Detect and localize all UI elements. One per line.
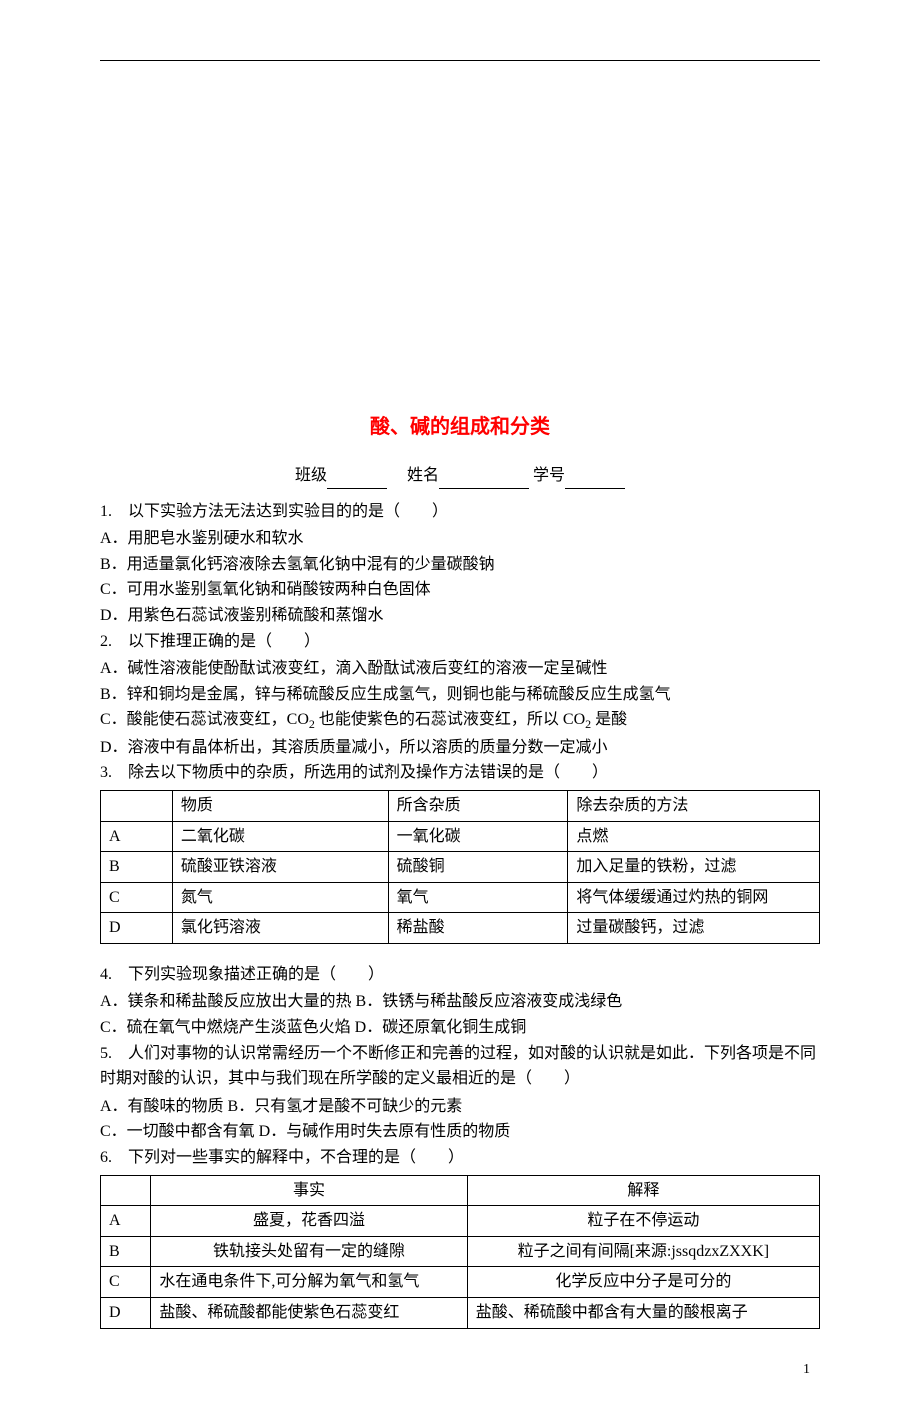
table-row: D 盐酸、稀硫酸都能使紫色石蕊变红 盐酸、稀硫酸中都含有大量的酸根离子: [101, 1298, 820, 1329]
table-row: C 氮气 氧气 将气体缓缓通过灼热的铜网: [101, 882, 820, 913]
q2-text: 2. 以下推理正确的是（ ）: [100, 629, 820, 655]
q5-text: 5. 人们对事物的认识常需经历一个不断修正和完善的过程，如对酸的认识就是如此．下…: [100, 1041, 820, 1092]
q1-a: A．用肥皂水鉴别硬水和软水: [100, 526, 820, 552]
q3-r3c1: 氯化钙溶液: [172, 913, 388, 944]
q6-r3c1: 盐酸、稀硫酸都能使紫色石蕊变红: [151, 1298, 467, 1329]
q2-c-pre: C．酸能使石蕊试液变红，CO: [100, 711, 309, 728]
q1-d: D．用紫色石蕊试液鉴别稀硫酸和蒸馏水: [100, 603, 820, 629]
q1-b: B．用适量氯化钙溶液除去氢氧化钠中混有的少量碳酸钠: [100, 552, 820, 578]
number-label: 学号: [533, 467, 565, 484]
q3-r1c3: 加入足量的铁粉，过滤: [568, 852, 820, 883]
q4-text: 4. 下列实验现象描述正确的是（ ）: [100, 962, 820, 988]
q3-r3c2: 稀盐酸: [388, 913, 568, 944]
q3-r2c2: 氧气: [388, 882, 568, 913]
table-row: D 氯化钙溶液 稀盐酸 过量碳酸钙，过滤: [101, 913, 820, 944]
table-row: C 水在通电条件下,可分解为氧气和氢气 化学反应中分子是可分的: [101, 1267, 820, 1298]
q3-table: 物质 所含杂质 除去杂质的方法 A 二氧化碳 一氧化碳 点燃 B 硫酸亚铁溶液 …: [100, 790, 820, 944]
q3-r1c1: 硫酸亚铁溶液: [172, 852, 388, 883]
q2-b: B．锌和铜均是金属，锌与稀硫酸反应生成氢气，则铜也能与稀硫酸反应生成氢气: [100, 682, 820, 708]
q6-table: 事实 解释 A 盛夏，花香四溢 粒子在不停运动 B 铁轨接头处留有一定的缝隙 粒…: [100, 1175, 820, 1329]
q6-r3c0: D: [101, 1298, 151, 1329]
q6-r3c2: 盐酸、稀硫酸中都含有大量的酸根离子: [467, 1298, 819, 1329]
q3-h0: [101, 790, 173, 821]
class-blank: [327, 471, 387, 489]
page-number: 1: [100, 1359, 820, 1381]
q3-r3c0: D: [101, 913, 173, 944]
q3-r1c2: 硫酸铜: [388, 852, 568, 883]
q3-header-row: 物质 所含杂质 除去杂质的方法: [101, 790, 820, 821]
q3-r0c2: 一氧化碳: [388, 821, 568, 852]
q3-r0c3: 点燃: [568, 821, 820, 852]
q1-text: 1. 以下实验方法无法达到实验目的的是（ ）: [100, 499, 820, 525]
q3-r3c3: 过量碳酸钙，过滤: [568, 913, 820, 944]
class-label: 班级: [295, 467, 327, 484]
q4-line1: A．镁条和稀盐酸反应放出大量的热 B．铁锈与稀盐酸反应溶液变成浅绿色: [100, 989, 820, 1015]
q6-r0c1: 盛夏，花香四溢: [151, 1206, 467, 1237]
table-row: A 盛夏，花香四溢 粒子在不停运动: [101, 1206, 820, 1237]
q6-r1c1: 铁轨接头处留有一定的缝隙: [151, 1236, 467, 1267]
q5-line2: C．一切酸中都含有氧 D．与碱作用时失去原有性质的物质: [100, 1119, 820, 1145]
number-blank: [565, 471, 625, 489]
q6-r0c2: 粒子在不停运动: [467, 1206, 819, 1237]
q6-r0c0: A: [101, 1206, 151, 1237]
q2-c: C．酸能使石蕊试液变红，CO2 也能使紫色的石蕊试液变红，所以 CO2 是酸: [100, 707, 820, 734]
q1-c: C．可用水鉴别氢氧化钠和硝酸铵两种白色固体: [100, 577, 820, 603]
q3-r1c0: B: [101, 852, 173, 883]
name-blank: [439, 471, 529, 489]
q6-r2c1: 水在通电条件下,可分解为氧气和氢气: [151, 1267, 467, 1298]
q3-h3: 除去杂质的方法: [568, 790, 820, 821]
table-row: B 铁轨接头处留有一定的缝隙 粒子之间有间隔[来源:jssqdzxZXXK]: [101, 1236, 820, 1267]
q2-d: D．溶液中有晶体析出，其溶质质量减小，所以溶质的质量分数一定减小: [100, 735, 820, 761]
q3-r0c0: A: [101, 821, 173, 852]
q6-r2c0: C: [101, 1267, 151, 1298]
name-label: 姓名: [407, 467, 439, 484]
q6-h2: 解释: [467, 1175, 819, 1206]
page-title: 酸、碱的组成和分类: [100, 411, 820, 443]
q3-r2c3: 将气体缓缓通过灼热的铜网: [568, 882, 820, 913]
q6-header-row: 事实 解释: [101, 1175, 820, 1206]
q3-text: 3. 除去以下物质中的杂质，所选用的试剂及操作方法错误的是（ ）: [100, 760, 820, 786]
header-fields: 班级 姓名 学号: [100, 463, 820, 489]
table-row: B 硫酸亚铁溶液 硫酸铜 加入足量的铁粉，过滤: [101, 852, 820, 883]
q4-line2: C．硫在氧气中燃烧产生淡蓝色火焰 D．碳还原氧化铜生成铜: [100, 1015, 820, 1041]
q2-a: A．碱性溶液能使酚酞试液变红，滴入酚酞试液后变红的溶液一定呈碱性: [100, 656, 820, 682]
q6-text: 6. 下列对一些事实的解释中，不合理的是（ ）: [100, 1145, 820, 1171]
q6-r1c0: B: [101, 1236, 151, 1267]
q5-line1: A．有酸味的物质 B．只有氢才是酸不可缺少的元素: [100, 1094, 820, 1120]
q2-c-mid: 也能使紫色的石蕊试液变红，所以 CO: [315, 711, 585, 728]
table-row: A 二氧化碳 一氧化碳 点燃: [101, 821, 820, 852]
q3-h2: 所含杂质: [388, 790, 568, 821]
q6-r1c2: 粒子之间有间隔[来源:jssqdzxZXXK]: [467, 1236, 819, 1267]
q3-r0c1: 二氧化碳: [172, 821, 388, 852]
q3-r2c1: 氮气: [172, 882, 388, 913]
top-divider: [100, 60, 820, 61]
q3-r2c0: C: [101, 882, 173, 913]
q3-h1: 物质: [172, 790, 388, 821]
q2-c-post: 是酸: [591, 711, 627, 728]
q6-r2c2: 化学反应中分子是可分的: [467, 1267, 819, 1298]
q6-h0: [101, 1175, 151, 1206]
q6-h1: 事实: [151, 1175, 467, 1206]
